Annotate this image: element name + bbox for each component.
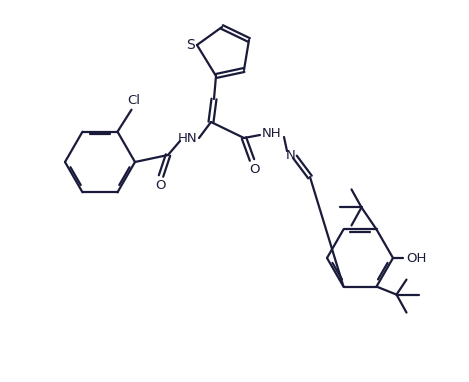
Text: N: N: [286, 149, 296, 162]
Text: O: O: [249, 162, 259, 175]
Text: NH: NH: [262, 126, 282, 139]
Text: HN: HN: [178, 131, 198, 144]
Text: S: S: [186, 38, 194, 52]
Text: Cl: Cl: [127, 94, 140, 107]
Text: OH: OH: [406, 251, 426, 264]
Text: O: O: [155, 178, 165, 191]
